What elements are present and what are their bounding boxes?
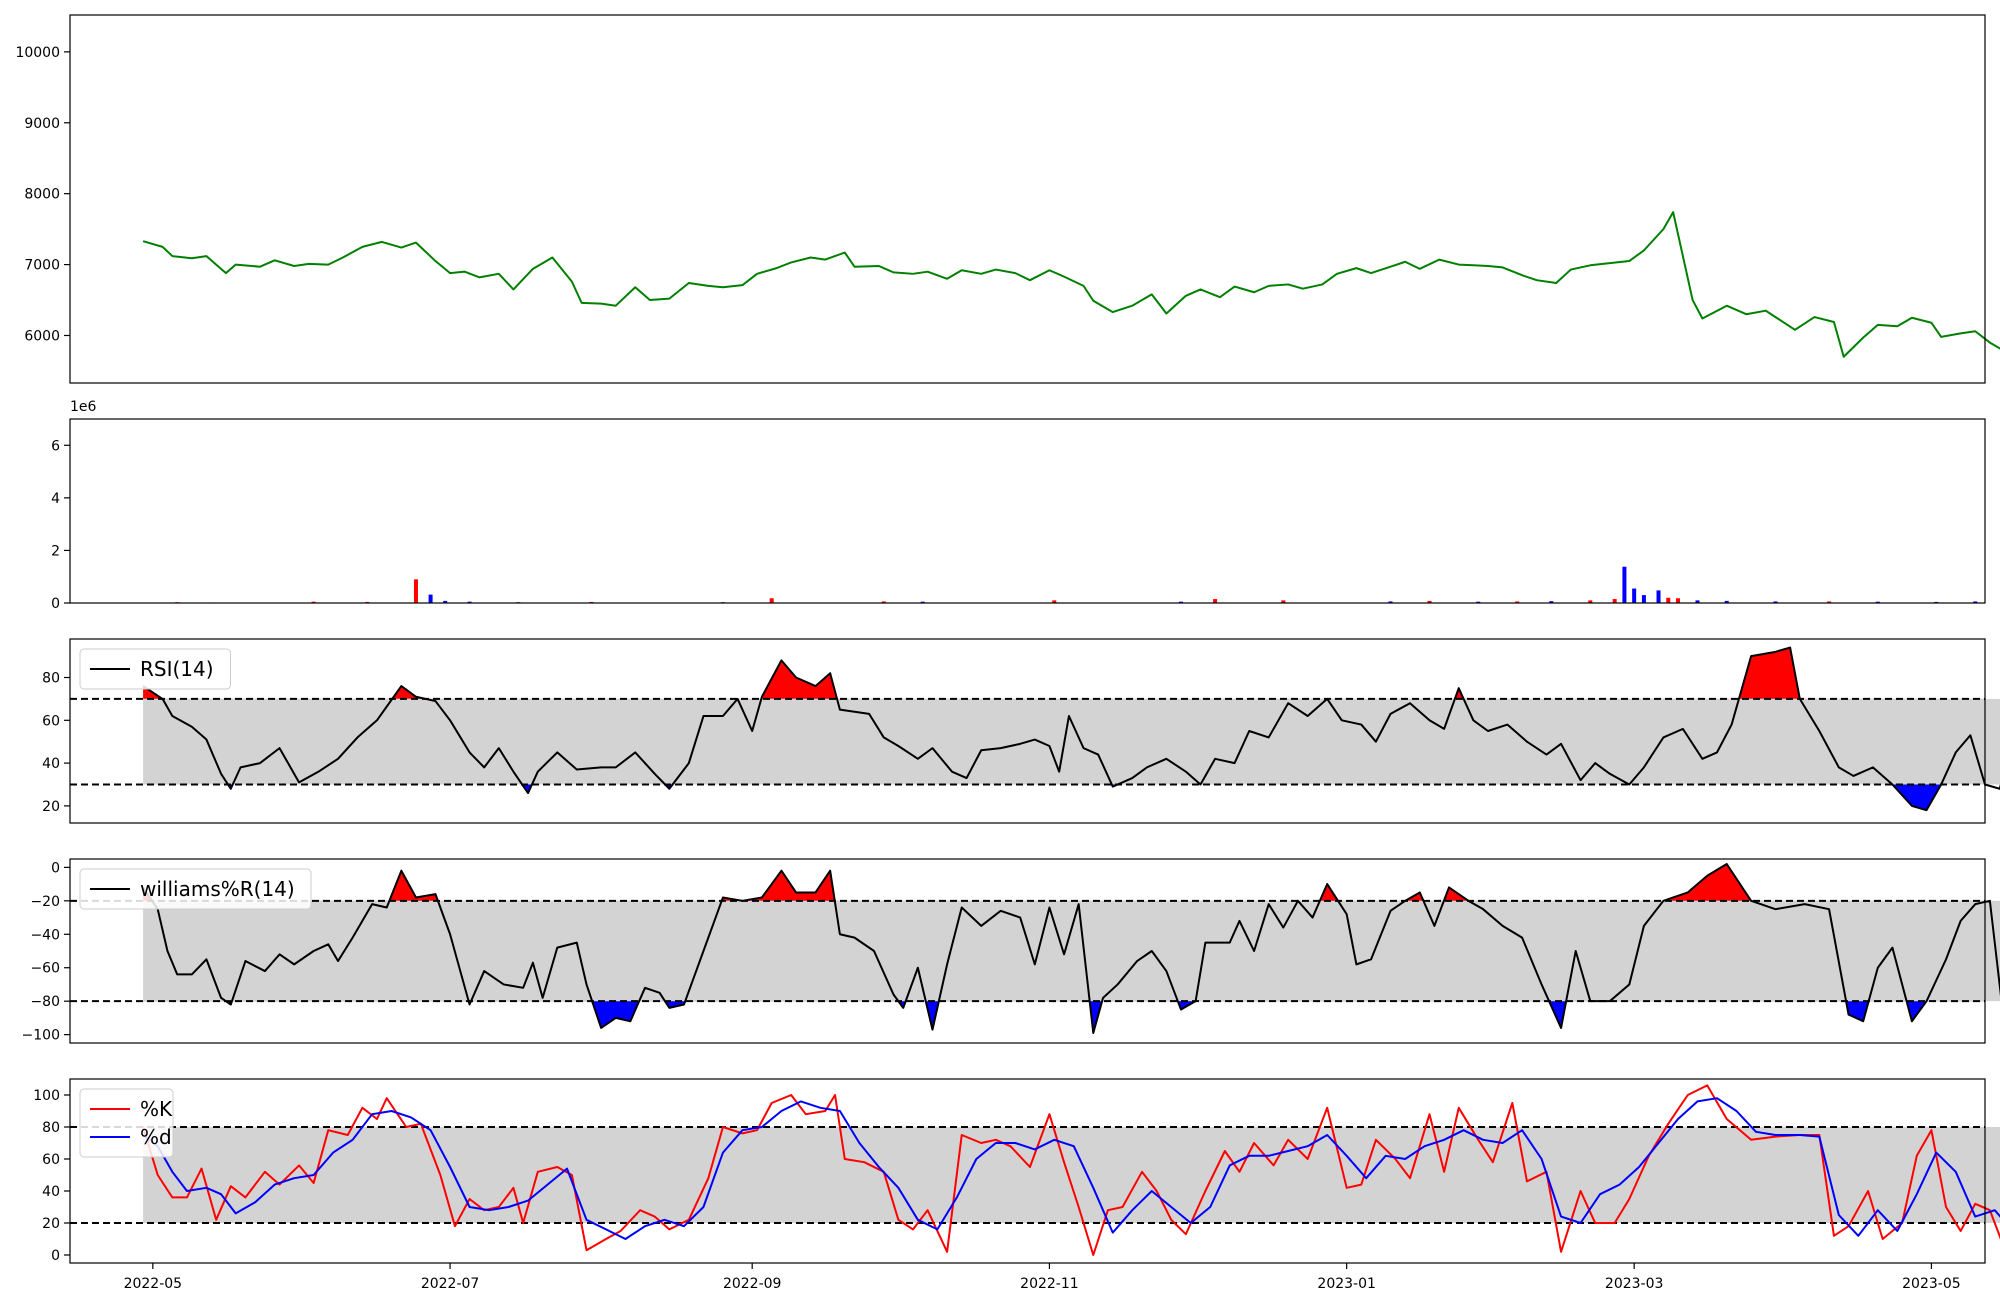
rsi-ytick-label: 40 bbox=[42, 756, 60, 772]
volume-ytick-label: 2 bbox=[51, 543, 60, 559]
volume-bar bbox=[1875, 601, 1880, 603]
stochastic-panel: 0 20 40 60 80 100 2022-05 2022-07 2022-09 2022-11… bbox=[33, 1078, 2000, 1292]
stochastic-legend bbox=[79, 1088, 174, 1158]
price-ytick-label: 6000 bbox=[24, 328, 60, 344]
rsi-axes-frame bbox=[69, 638, 1986, 824]
stochastic-series-line-0 bbox=[142, 1084, 2000, 1256]
volume-bar bbox=[443, 600, 448, 603]
stochastic-ytick-label: 100 bbox=[33, 1088, 60, 1104]
williams-r-panel: −100 −80 −60 −40 −20 0 williams%R(14) bbox=[22, 858, 2000, 1044]
price-ytick-label: 8000 bbox=[24, 187, 60, 203]
stochastic-threshold-band bbox=[143, 1127, 2000, 1223]
volume-bar bbox=[1588, 600, 1593, 603]
volume-bar bbox=[1052, 600, 1057, 603]
xtick-label: 2023-03 bbox=[1605, 1276, 1664, 1292]
volume-bar bbox=[428, 594, 433, 603]
rsi-threshold-band bbox=[143, 698, 2000, 785]
rsi-ytick-label: 80 bbox=[42, 671, 60, 687]
volume-axes-frame bbox=[69, 418, 1986, 604]
xtick-label: 2022-07 bbox=[421, 1276, 480, 1292]
williams-series-line-0 bbox=[142, 863, 2000, 1034]
volume-bar bbox=[1515, 601, 1520, 603]
volume-bar bbox=[413, 579, 418, 603]
stochastic-legend-label: %d bbox=[140, 1125, 172, 1149]
volume-bar bbox=[1612, 599, 1617, 603]
rsi-ytick-label: 20 bbox=[42, 799, 60, 815]
volume-bar bbox=[1388, 601, 1393, 603]
williams-ytick-label: 0 bbox=[51, 860, 60, 876]
stochastic-ytick-label: 0 bbox=[51, 1248, 60, 1264]
xtick-label: 2022-09 bbox=[723, 1276, 782, 1292]
stochastic-ytick-label: 80 bbox=[42, 1120, 60, 1136]
williams-ytick-label: −100 bbox=[22, 1028, 60, 1044]
volume-bar bbox=[881, 601, 886, 603]
xtick-label: 2023-01 bbox=[1317, 1276, 1376, 1292]
volume-bar bbox=[1666, 597, 1671, 603]
volume-bar bbox=[1549, 601, 1554, 603]
rsi-panel: 20 40 60 80 RSI(14) bbox=[42, 638, 2000, 824]
xtick-label: 2022-11 bbox=[1020, 1276, 1079, 1292]
volume-ytick-label: 6 bbox=[51, 438, 60, 454]
volume-bar bbox=[769, 598, 774, 603]
rsi-series-line-0 bbox=[142, 646, 2000, 812]
stochastic-legend-label: %K bbox=[140, 1097, 173, 1121]
volume-bar bbox=[1656, 590, 1661, 603]
volume-ytick-label: 0 bbox=[51, 596, 60, 612]
volume-bar bbox=[1973, 601, 1978, 603]
price-series-line-0 bbox=[142, 211, 2000, 358]
rsi-legend-label: RSI(14) bbox=[140, 657, 214, 681]
volume-bar bbox=[1281, 600, 1286, 603]
stochastic-ytick-label: 40 bbox=[42, 1184, 60, 1200]
stochastic-ytick-label: 20 bbox=[42, 1216, 60, 1232]
williams-legend-label: williams%R(14) bbox=[140, 877, 295, 901]
stochastic-ytick-label: 60 bbox=[42, 1152, 60, 1168]
volume-ytick-label: 4 bbox=[51, 491, 60, 507]
volume-bar bbox=[1427, 600, 1432, 603]
volume-bar bbox=[311, 601, 316, 603]
volume-bar bbox=[1724, 600, 1729, 603]
volume-bar bbox=[1622, 566, 1627, 603]
rsi-ytick-label: 60 bbox=[42, 713, 60, 729]
volume-bar bbox=[920, 601, 925, 603]
volume-bar bbox=[1695, 600, 1700, 603]
stochastic-series-line-1 bbox=[142, 1097, 2000, 1240]
williams-threshold-band bbox=[143, 900, 2000, 1002]
williams-ytick-label: −20 bbox=[30, 894, 60, 910]
price-panel: 6000 7000 8000 9000 10000 bbox=[15, 14, 2000, 384]
volume-offset-label: 1e6 bbox=[70, 399, 97, 415]
volume-bar bbox=[1676, 598, 1681, 603]
williams-ytick-label: −60 bbox=[30, 961, 60, 977]
williams-axes-frame bbox=[69, 858, 1986, 1044]
volume-bar bbox=[1476, 601, 1481, 603]
price-ytick-label: 7000 bbox=[24, 258, 60, 274]
price-axes-frame bbox=[69, 14, 1986, 384]
volume-bar bbox=[1827, 601, 1832, 603]
xtick-label: 2023-05 bbox=[1902, 1276, 1961, 1292]
volume-bar bbox=[467, 601, 472, 603]
volume-bar bbox=[1773, 601, 1778, 603]
stochastic-axes-frame bbox=[69, 1078, 1986, 1264]
volume-bar bbox=[1632, 588, 1637, 603]
volume-bar bbox=[1213, 599, 1218, 603]
volume-bar bbox=[1178, 601, 1183, 603]
price-ytick-label: 10000 bbox=[15, 45, 60, 61]
price-ytick-label: 9000 bbox=[24, 116, 60, 132]
volume-bar bbox=[1641, 595, 1646, 603]
xtick-label: 2022-05 bbox=[124, 1276, 183, 1292]
rsi-legend bbox=[79, 648, 231, 690]
williams-legend bbox=[79, 868, 312, 910]
williams-ytick-label: −80 bbox=[30, 994, 60, 1010]
williams-ytick-label: −40 bbox=[30, 927, 60, 943]
volume-panel: 0 2 4 6 1e6 bbox=[51, 399, 1986, 612]
